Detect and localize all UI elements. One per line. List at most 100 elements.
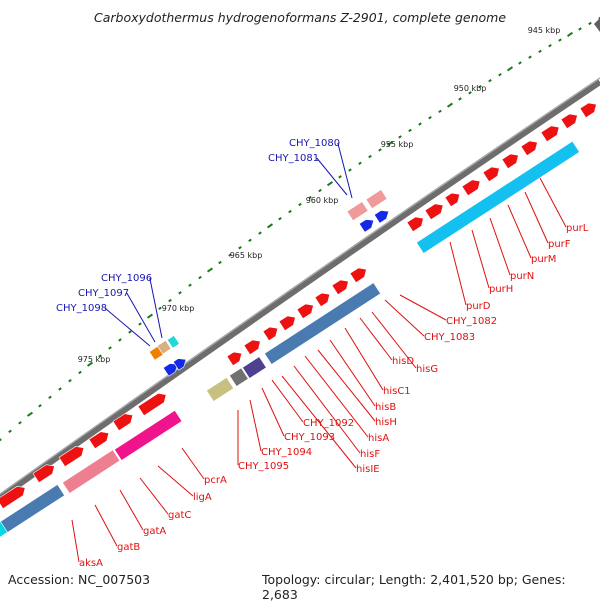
gene-label-purf: purF — [548, 239, 571, 250]
gene-label-hish: hisH — [375, 417, 397, 428]
forward-gene-arrow — [461, 179, 481, 197]
leader-line — [337, 142, 353, 199]
scale-minor-tick — [518, 61, 522, 65]
leader-line — [317, 349, 376, 422]
gene-label-hisa: hisA — [368, 433, 389, 444]
scale-minor-tick — [598, 16, 600, 20]
forward-gene-arrow — [278, 315, 296, 332]
scale-label: 970 kbp — [162, 304, 195, 313]
scale-minor-tick — [278, 216, 282, 221]
scale-minor-tick — [338, 175, 342, 179]
leader-line — [104, 307, 151, 347]
scale-minor-tick — [0, 438, 2, 442]
scale-minor-tick — [58, 387, 62, 391]
scale-minor-tick — [488, 79, 492, 83]
scale-minor-tick — [538, 49, 542, 54]
gene-label-chy_1093: CHY_1093 — [284, 432, 335, 443]
forward-gene-arrow — [406, 216, 424, 233]
scale-minor-tick — [368, 154, 372, 159]
scale-minor-tick — [198, 275, 202, 280]
scale-minor-tick — [258, 231, 262, 235]
leader-line — [281, 375, 357, 469]
cds-band-gatA — [62, 449, 121, 494]
gene-label-purh: purH — [489, 284, 513, 295]
forward-gene-arrow — [444, 192, 461, 208]
leader-line — [94, 504, 118, 547]
scale-minor-tick — [298, 202, 302, 207]
leader-line — [524, 191, 549, 244]
scale-minor-tick — [498, 73, 502, 77]
scale-major-tick — [26, 411, 34, 417]
scale-minor-tick — [478, 85, 482, 89]
reverse-gene-arrow — [172, 358, 187, 371]
gene-label-hisc1: hisC1 — [383, 386, 411, 397]
forward-gene-arrow — [296, 303, 314, 320]
leader-line — [271, 379, 304, 423]
scale-minor-tick — [398, 135, 402, 139]
reverse-gene-arrow — [373, 210, 390, 224]
gene-label-purd: purD — [466, 301, 491, 312]
feature-chy1080 — [346, 201, 369, 222]
scale-minor-tick — [318, 188, 322, 193]
scale-major-tick — [206, 267, 214, 273]
scale-major-tick — [446, 102, 454, 108]
scale-major-tick — [86, 361, 94, 367]
gene-label-chy_1096: CHY_1096 — [101, 273, 152, 284]
genome-backbone-highlight — [0, 77, 600, 495]
scale-minor-tick — [218, 260, 222, 265]
scale-minor-tick — [438, 109, 442, 114]
leader-line — [293, 365, 361, 454]
scale-label: 955 kbp — [381, 140, 414, 149]
scale-minor-tick — [558, 38, 562, 42]
leader-line — [539, 177, 567, 228]
gene-label-chy_1081: CHY_1081 — [268, 153, 319, 164]
leader-line — [157, 465, 194, 497]
gene-label-aksa: aksA — [79, 558, 103, 569]
scale-minor-tick — [138, 322, 142, 326]
feature-chy1081 — [365, 189, 388, 210]
gene-label-chy_1095: CHY_1095 — [238, 461, 289, 472]
leader-line — [71, 519, 80, 563]
scale-major-tick — [506, 66, 514, 72]
leader-line — [126, 292, 156, 343]
gene-label-gata: gatA — [143, 526, 166, 537]
scale-label: 960 kbp — [306, 196, 339, 205]
scale-label: 965 kbp — [230, 251, 263, 260]
leader-line — [181, 447, 205, 480]
gene-label-hisb: hisB — [375, 402, 396, 413]
cds-band-gatB — [0, 484, 65, 533]
leader-line — [261, 387, 285, 437]
gene-label-chy_1092: CHY_1092 — [303, 418, 354, 429]
cds-band-chy1094 — [229, 367, 249, 387]
gene-label-purn: purN — [510, 271, 534, 282]
leader-line — [329, 339, 376, 407]
scale-minor-tick — [528, 55, 532, 59]
scale-minor-tick — [68, 378, 72, 383]
scale-minor-tick — [578, 27, 582, 31]
gene-label-chy_1083: CHY_1083 — [424, 332, 475, 343]
corner-marker — [594, 18, 600, 32]
forward-gene-arrow — [349, 267, 367, 284]
scale-minor-tick — [8, 429, 12, 434]
scale-minor-tick — [238, 246, 242, 250]
scale-minor-tick — [118, 338, 122, 342]
gene-label-hisie: hisIE — [356, 464, 380, 475]
gene-label-liga: ligA — [193, 492, 212, 503]
scale-major-tick — [266, 223, 274, 229]
forward-gene-arrow — [88, 431, 110, 450]
reverse-gene-arrow — [162, 363, 179, 377]
scale-minor-tick — [18, 421, 22, 425]
scale-major-tick — [386, 140, 394, 146]
scale-minor-tick — [248, 238, 252, 243]
forward-gene-arrow — [331, 279, 349, 296]
leader-line — [119, 489, 144, 531]
gene-label-hisf: hisF — [360, 449, 380, 460]
scale-minor-tick — [308, 195, 312, 200]
forward-gene-arrow — [314, 292, 331, 308]
scale-label: 945 kbp — [528, 26, 561, 35]
forward-gene-arrow — [58, 446, 85, 468]
scale-major-tick — [566, 31, 574, 37]
leader-line — [316, 157, 348, 196]
scale-minor-tick — [588, 21, 592, 26]
scale-minor-tick — [38, 404, 42, 408]
